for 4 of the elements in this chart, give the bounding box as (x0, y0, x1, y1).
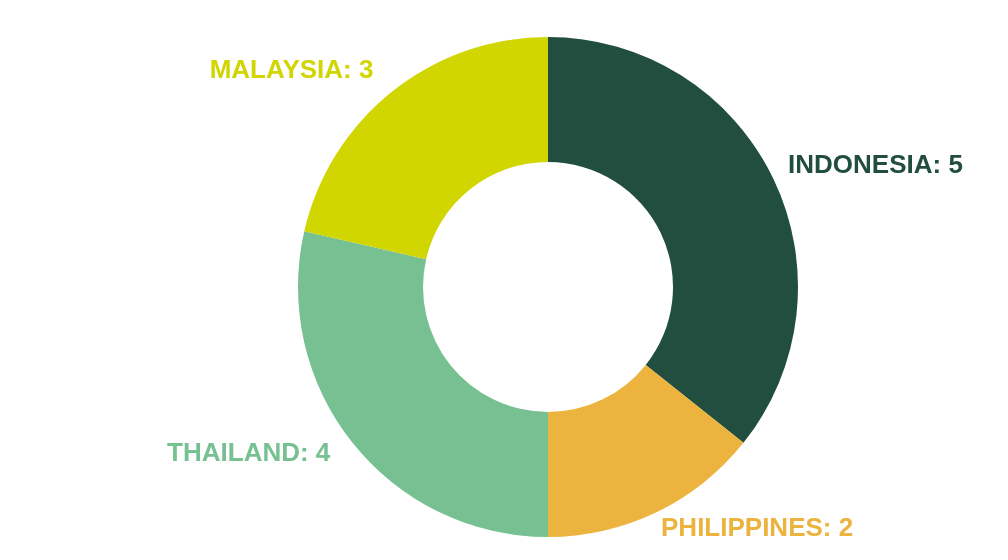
slice-label: THAILAND: 4 (167, 436, 331, 467)
slice-label: INDONESIA: 5 (788, 148, 963, 179)
slice-label: PHILIPPINES: 2 (661, 512, 854, 543)
slice-label: MALAYSIA: 3 (209, 54, 374, 85)
